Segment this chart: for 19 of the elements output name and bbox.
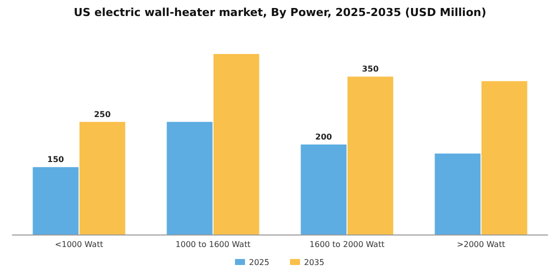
bar [347,76,394,235]
x-tick-label: 1000 to 1600 Watt [176,240,250,249]
bar [32,167,79,235]
chart-title: US electric wall-heater market, By Power, 2025-2035 (USD Million) [74,6,486,19]
x-tick-label: 1600 to 2000 Watt [310,240,384,249]
bar [79,122,126,235]
legend-label: 2035 [304,258,324,267]
bar [300,144,347,235]
data-label: 150 [47,155,64,164]
bar [481,81,528,235]
x-tick-label: >2000 Watt [456,240,506,249]
data-label: 200 [315,132,332,142]
data-label: 250 [94,110,112,119]
bar [434,154,481,235]
bar [213,54,260,235]
x-tick-label: <1000 Watt [54,240,104,249]
legend-label: 2025 [249,258,270,267]
bar [166,122,213,235]
data-label: 350 [362,64,380,74]
